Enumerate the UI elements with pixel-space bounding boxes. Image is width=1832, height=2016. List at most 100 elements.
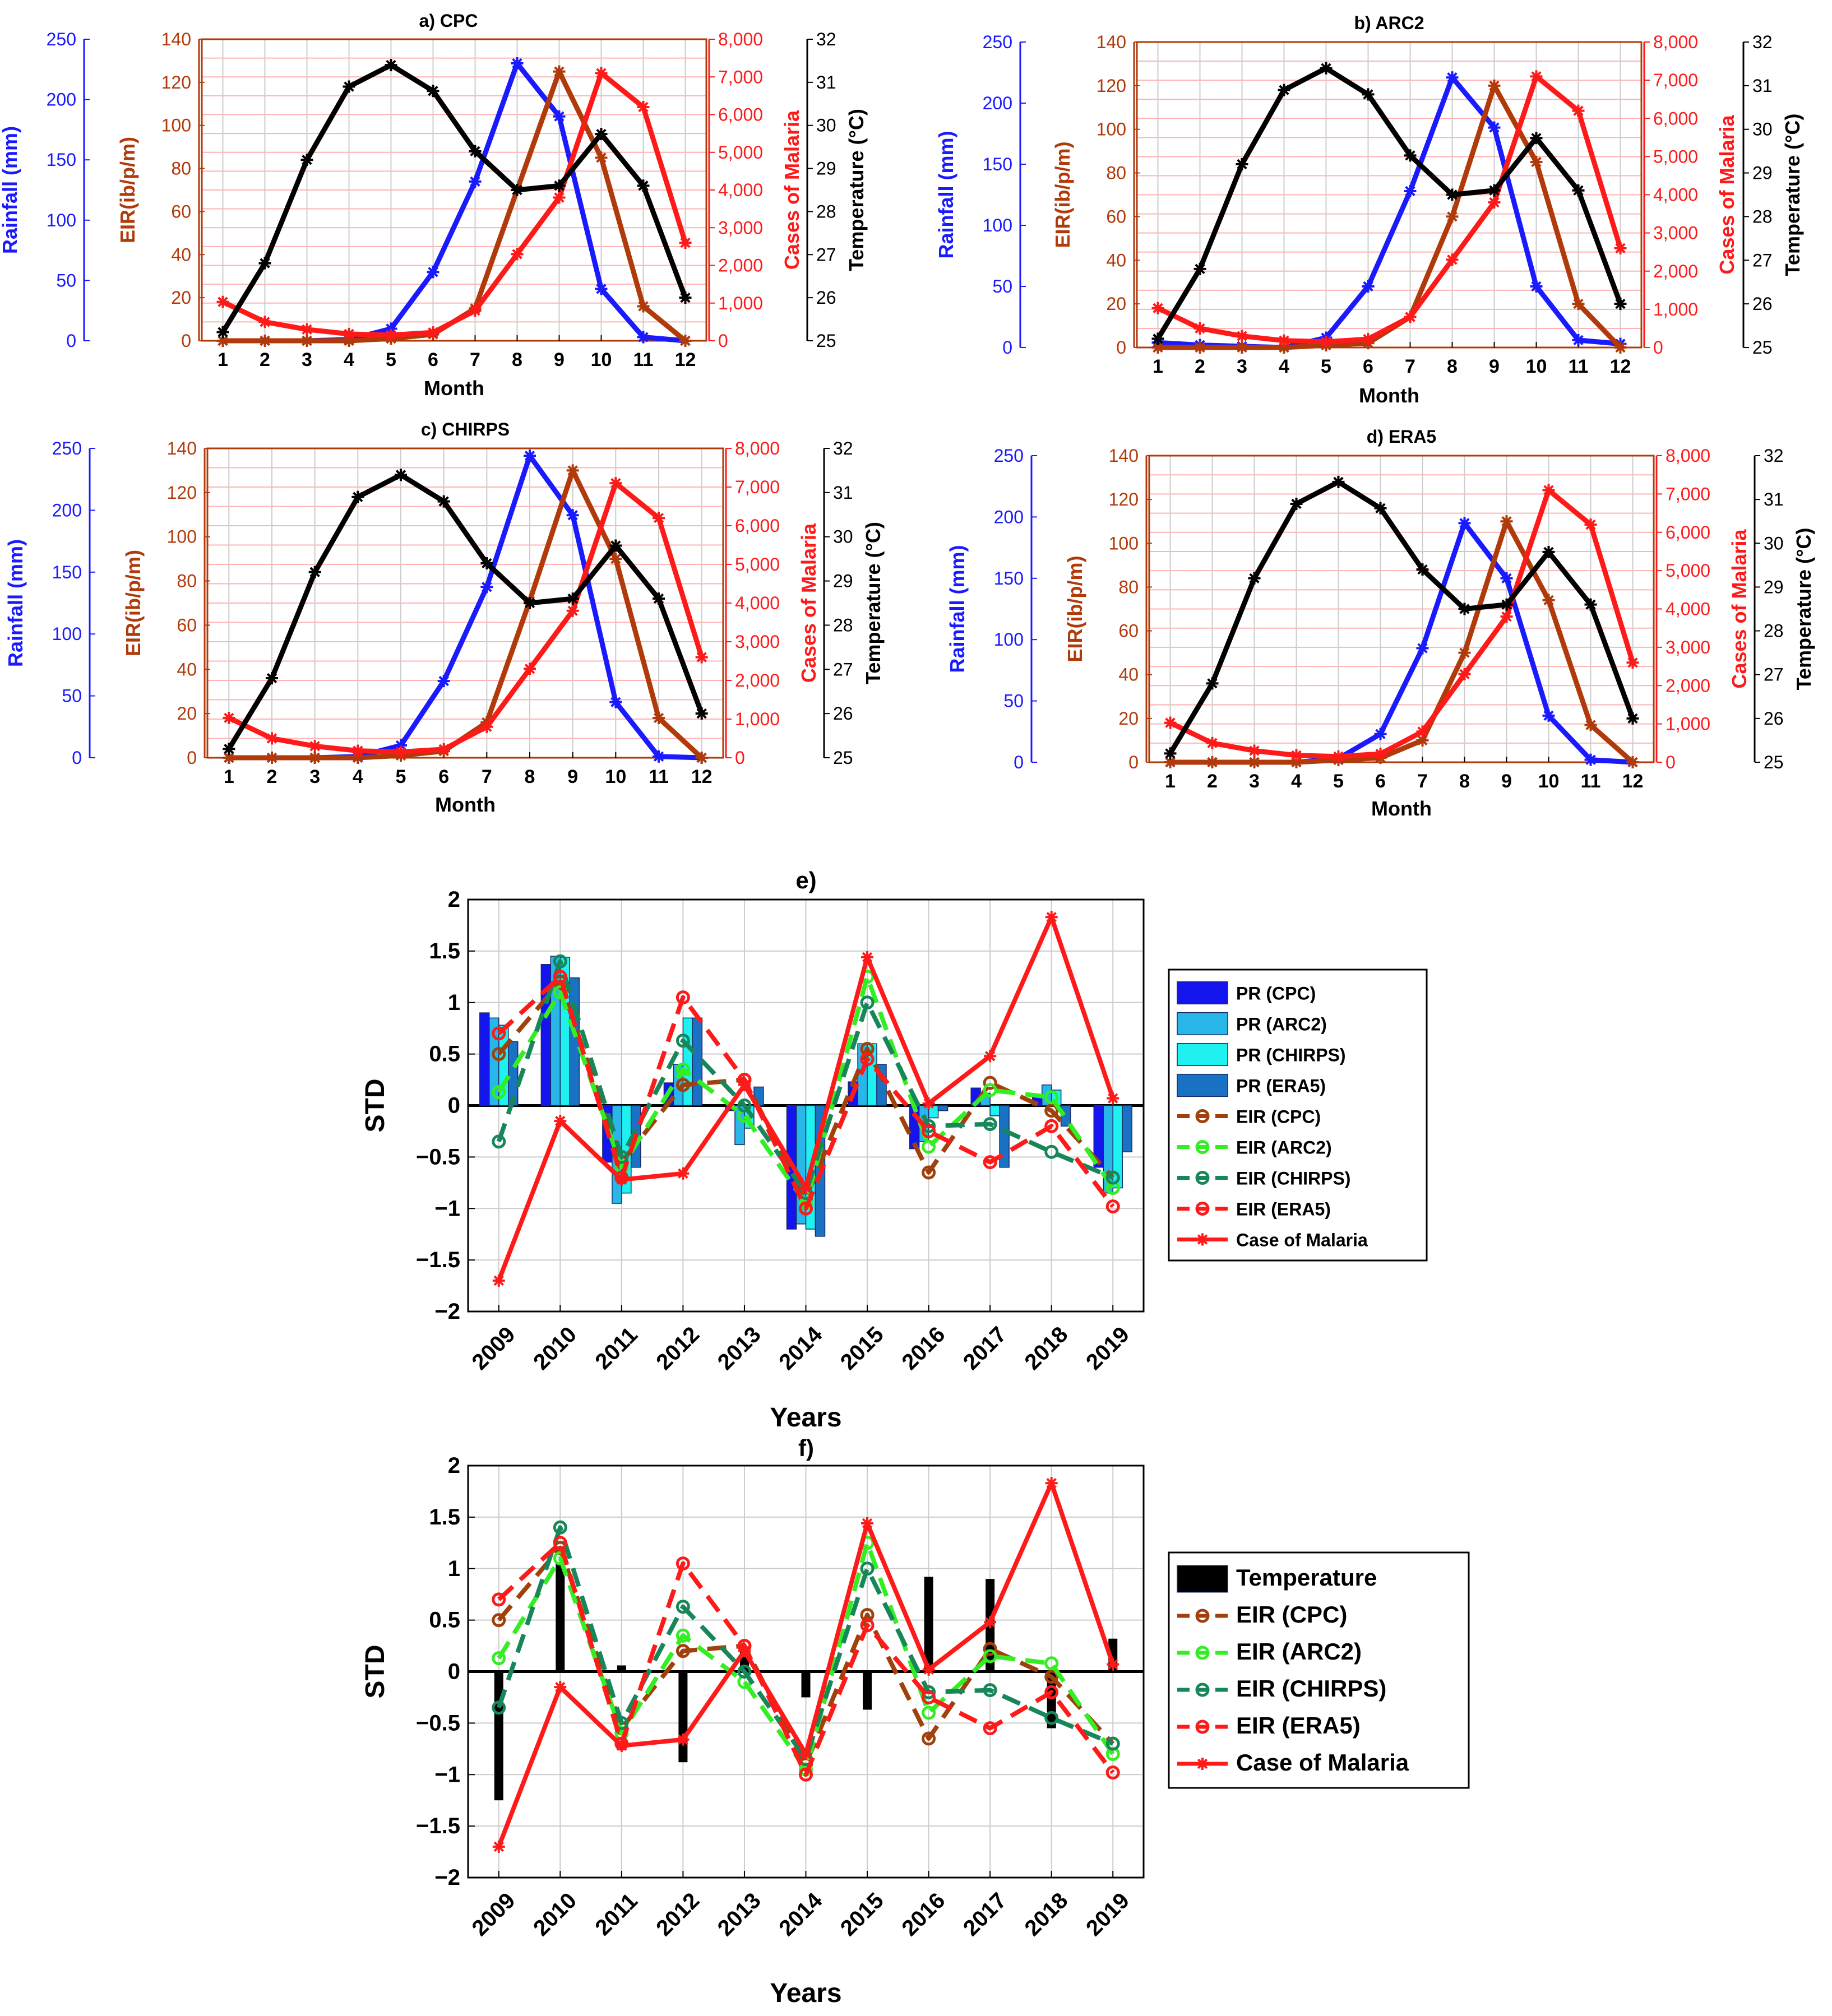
cases-axis-label: Cases of Malaria <box>1715 114 1738 274</box>
rain-marker <box>512 58 522 69</box>
temp-tick-label: 32 <box>833 438 853 458</box>
legend-marker <box>1197 1234 1208 1245</box>
x-tick-label: 2012 <box>651 1888 704 1941</box>
cases-tick-label: 0 <box>735 748 745 768</box>
x-tick-label: 10 <box>1526 356 1547 377</box>
x-axis-label: Years <box>770 1978 841 2008</box>
x-tick-label: 9 <box>1489 356 1500 377</box>
temp-tick-label: 25 <box>1752 337 1773 358</box>
eir-axis-label: EIR(ib/p/m) <box>116 137 139 243</box>
x-tick-label: 7 <box>482 766 492 787</box>
series-temp <box>223 469 708 756</box>
temp-tick-label: 25 <box>1764 752 1784 772</box>
cases-tick-label: 4,000 <box>735 593 780 613</box>
rain-tick-label: 150 <box>994 568 1024 588</box>
series-line <box>496 1525 1114 1762</box>
legend-label: EIR (ARC2) <box>1236 1638 1362 1665</box>
temp-tick-label: 28 <box>1764 621 1784 641</box>
eir-marker <box>696 752 707 763</box>
panel-title: a) CPC <box>419 11 478 31</box>
series-temp <box>216 59 692 339</box>
temp-marker <box>1627 713 1638 724</box>
plot-frame <box>467 1465 1145 1879</box>
x-tick-label: 12 <box>691 766 713 787</box>
temp-tick-label: 29 <box>816 159 836 179</box>
series-rain <box>1164 517 1639 768</box>
series-marker <box>676 1062 690 1077</box>
line-series-2 <box>492 954 1120 1201</box>
eir-marker <box>260 335 270 346</box>
series-marker <box>860 995 875 1010</box>
temp-tick-label: 30 <box>833 527 853 547</box>
cases-tick-label: 3,000 <box>718 217 763 238</box>
series-marker <box>862 952 873 963</box>
y-tick-label: 1 <box>448 990 460 1015</box>
series-marker <box>984 1617 996 1628</box>
cases-marker <box>680 237 691 248</box>
rain-tick-label: 250 <box>994 446 1024 466</box>
y-tick-label: 0 <box>448 1660 460 1684</box>
rain-tick-label: 200 <box>47 90 76 110</box>
x-tick-label: 2 <box>1195 356 1205 377</box>
x-tick-label: 1 <box>218 349 228 370</box>
temp-marker <box>512 184 522 196</box>
temp-tick-label: 25 <box>833 748 853 768</box>
series-marker <box>922 1690 936 1704</box>
cases-marker <box>524 664 535 674</box>
series-marker <box>1044 1144 1059 1159</box>
cases-tick-label: 7,000 <box>718 67 763 87</box>
cases-marker <box>266 733 277 744</box>
y-tick-label: −1 <box>434 1196 460 1221</box>
series-marker <box>983 1683 997 1698</box>
legend-swatch <box>1177 1012 1228 1036</box>
y-tick-label: 0.5 <box>429 1042 460 1067</box>
legend-swatch <box>1177 1042 1228 1067</box>
line-series-4 <box>492 911 1119 1287</box>
eir-tick-label: 40 <box>1118 665 1139 685</box>
series-marker <box>492 1026 506 1041</box>
series-marker <box>1105 1736 1120 1751</box>
cases-tick-label: 6,000 <box>1653 108 1698 128</box>
cases-marker <box>1375 748 1386 759</box>
x-tick-label: 3 <box>1249 771 1260 792</box>
series-marker <box>799 1767 813 1782</box>
x-tick-label: 2017 <box>959 1322 1011 1375</box>
eir-marker <box>1153 342 1163 353</box>
legend-label: PR (ARC2) <box>1236 1014 1327 1035</box>
series-cases <box>223 477 708 758</box>
plot-frame <box>201 38 707 342</box>
cases-marker <box>1447 254 1458 265</box>
cases-tick-label: 0 <box>718 331 728 351</box>
cases-tick-label: 8,000 <box>718 29 763 49</box>
series-line <box>497 1540 1115 1777</box>
x-tick-label: 6 <box>1363 356 1373 377</box>
x-tick-label: 7 <box>470 349 480 370</box>
bar <box>801 1671 811 1698</box>
y-tick-label: −1 <box>434 1762 460 1787</box>
bar <box>617 1665 626 1672</box>
x-tick-label: 12 <box>1622 771 1644 792</box>
cases-tick-label: 6,000 <box>1666 522 1710 543</box>
legend-marker <box>1195 1202 1210 1216</box>
eir-tick-label: 20 <box>1118 708 1139 729</box>
temp-tick-label: 29 <box>1752 163 1773 183</box>
temp-tick-label: 31 <box>1752 76 1773 96</box>
eir-tick-label: 20 <box>171 288 191 308</box>
rain-marker <box>482 582 492 592</box>
series-marker <box>492 1047 506 1062</box>
series-marker <box>616 1740 627 1751</box>
eir-tick-label: 140 <box>1097 32 1126 52</box>
legend-swatch <box>1177 1565 1228 1593</box>
series-marker <box>492 1592 506 1607</box>
x-tick-label: 6 <box>438 766 449 787</box>
rain-marker <box>567 510 578 521</box>
series-marker <box>676 1078 690 1092</box>
legend-marker <box>1197 1758 1208 1769</box>
x-tick-label: 2011 <box>590 1889 642 1940</box>
bar <box>1060 1105 1071 1127</box>
x-tick-label: 2013 <box>713 1888 766 1941</box>
eir-marker <box>218 335 228 346</box>
cases-tick-label: 8,000 <box>735 438 780 458</box>
rain-marker <box>1501 573 1512 583</box>
